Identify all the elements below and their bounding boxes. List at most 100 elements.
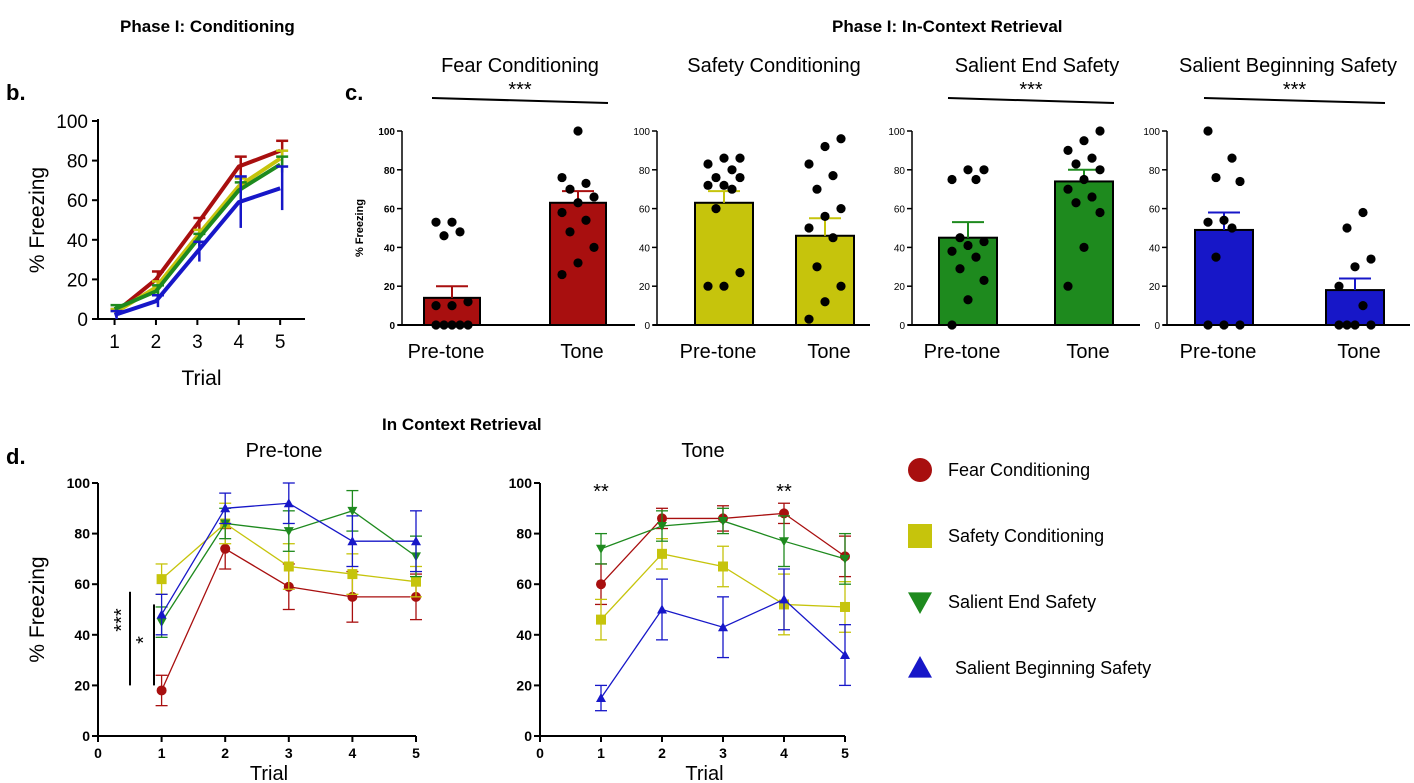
c3-data-point bbox=[1071, 159, 1081, 169]
legend-label-beginning: Salient Beginning Safety bbox=[955, 658, 1151, 678]
c1-data-point bbox=[589, 242, 599, 252]
d1-marker-beginning bbox=[283, 498, 294, 508]
d2-marker-end bbox=[657, 522, 667, 532]
c1-y-tick-label: 100 bbox=[378, 127, 395, 138]
c3-data-point bbox=[971, 174, 981, 185]
c3-y-tick-label: 40 bbox=[894, 243, 906, 254]
c2-category-label: Pre-tone bbox=[680, 341, 757, 363]
b-y-tick-label: 60 bbox=[67, 191, 88, 212]
d1-y-tick-label: 80 bbox=[74, 526, 90, 542]
c2-data-point bbox=[828, 233, 838, 243]
c4-data-point bbox=[1342, 223, 1352, 233]
c4-data-point bbox=[1366, 320, 1376, 330]
c3-data-point bbox=[947, 320, 957, 330]
c2-data-point bbox=[703, 159, 713, 169]
c1-y-tick-label: 60 bbox=[384, 205, 396, 216]
c4-data-point bbox=[1211, 252, 1221, 262]
d2-marker-safety bbox=[596, 614, 606, 625]
c4-data-point bbox=[1366, 254, 1376, 264]
c3-y-tick-label: 80 bbox=[894, 166, 906, 177]
c3-data-point bbox=[1063, 281, 1073, 291]
c1-data-point bbox=[589, 192, 599, 202]
d2-y-tick-label: 100 bbox=[509, 475, 533, 491]
c1-data-point bbox=[431, 217, 441, 227]
panel-letter-c: c. bbox=[345, 80, 363, 105]
d1-marker-fear bbox=[220, 543, 231, 554]
c1-data-point bbox=[573, 126, 583, 136]
c4-title: Salient Beginning Safety bbox=[1179, 55, 1397, 77]
d2-marker-safety bbox=[718, 561, 728, 572]
c4-data-point bbox=[1334, 281, 1344, 291]
c2-data-point bbox=[836, 204, 846, 214]
c2-bar bbox=[694, 201, 754, 326]
panel-letter-d: d. bbox=[6, 444, 26, 469]
c1-title: Fear Conditioning bbox=[441, 55, 599, 77]
c3-title: Salient End Safety bbox=[955, 55, 1120, 77]
panel-letter-b: b. bbox=[6, 80, 26, 105]
b-y-tick-label: 20 bbox=[67, 270, 88, 291]
d2-x-tick-label: 4 bbox=[780, 745, 788, 761]
c4-y-tick-label: 40 bbox=[1149, 243, 1161, 254]
c3-data-point bbox=[1063, 184, 1073, 194]
b-x-tick-label: 4 bbox=[233, 332, 244, 353]
c3-data-point bbox=[963, 295, 973, 305]
c1-data-point bbox=[557, 172, 567, 183]
c1-data-point bbox=[557, 207, 567, 218]
c4-data-point bbox=[1227, 153, 1237, 163]
c3-data-point bbox=[1087, 192, 1097, 202]
c4-category-label: Tone bbox=[1337, 341, 1380, 363]
d1-y-tick-label: 60 bbox=[74, 576, 90, 592]
c4-data-point bbox=[1350, 262, 1360, 272]
c4-y-tick-label: 100 bbox=[1143, 127, 1160, 138]
c2-data-point bbox=[812, 262, 822, 272]
d2-marker-fear bbox=[596, 579, 606, 590]
c4-data-point bbox=[1334, 320, 1344, 330]
header-retrieval: Phase I: In-Context Retrieval bbox=[832, 17, 1063, 36]
c2-data-point bbox=[719, 180, 729, 190]
c2-y-tick-label: 40 bbox=[639, 243, 651, 254]
b-y-tick-label: 80 bbox=[67, 152, 88, 173]
c1-data-point bbox=[447, 217, 457, 227]
c3-data-point bbox=[1095, 165, 1105, 175]
d2-y-tick-label: 40 bbox=[516, 627, 532, 643]
c2-data-point bbox=[711, 204, 721, 214]
c2-data-point bbox=[703, 281, 713, 291]
c2-data-point bbox=[820, 211, 830, 221]
d1-y-label: % Freezing bbox=[26, 556, 49, 662]
d1-title: Pre-tone bbox=[246, 440, 323, 462]
c1-data-point bbox=[573, 258, 583, 268]
c1-data-point bbox=[565, 184, 575, 194]
c1-significance-label: *** bbox=[508, 79, 532, 101]
c3-data-point bbox=[955, 233, 965, 243]
d1-y-tick-label: 0 bbox=[82, 728, 90, 744]
c2-data-point bbox=[727, 165, 737, 175]
d2-marker-beginning bbox=[779, 594, 789, 604]
c1-data-point bbox=[455, 227, 465, 237]
legend-marker-safety bbox=[908, 524, 932, 548]
b-y-tick-label: 0 bbox=[77, 310, 88, 331]
c3-data-point bbox=[1079, 242, 1089, 252]
c3-data-point bbox=[1079, 174, 1089, 185]
c1-data-point bbox=[557, 269, 567, 280]
c2-category-label: Tone bbox=[807, 341, 850, 363]
d1-marker-safety bbox=[283, 561, 294, 572]
b-y-tick-label: 100 bbox=[56, 112, 88, 133]
c2-data-point bbox=[828, 171, 838, 181]
d1-marker-safety bbox=[156, 574, 167, 585]
d1-significance-label: *** bbox=[111, 608, 133, 632]
d2-y-tick-label: 0 bbox=[524, 728, 532, 744]
d1-x-tick-label: 2 bbox=[221, 745, 229, 761]
d1-x-label: Trial bbox=[250, 763, 288, 783]
c2-data-point bbox=[711, 172, 721, 183]
c3-significance-label: *** bbox=[1019, 79, 1043, 101]
c4-bar bbox=[1325, 289, 1385, 326]
c4-data-point bbox=[1358, 301, 1368, 311]
c4-data-point bbox=[1227, 223, 1237, 233]
c3-data-point bbox=[947, 174, 957, 185]
c4-y-tick-label: 0 bbox=[1154, 321, 1160, 332]
d1-x-tick-label: 4 bbox=[349, 745, 357, 761]
c1-y-tick-label: 0 bbox=[389, 321, 395, 332]
c3-category-label: Pre-tone bbox=[924, 341, 1001, 363]
c2-data-point bbox=[836, 134, 846, 144]
header-conditioning: Phase I: Conditioning bbox=[120, 17, 295, 36]
